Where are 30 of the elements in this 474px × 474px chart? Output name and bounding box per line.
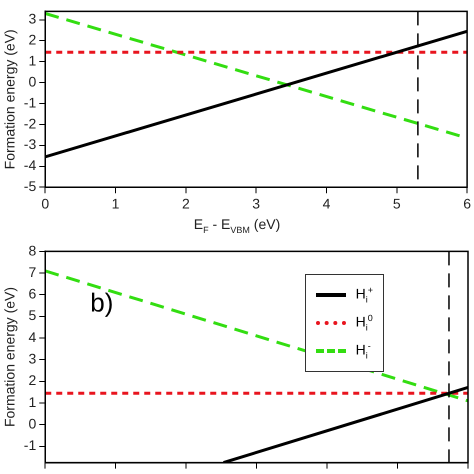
y-tick-label: -5 — [24, 178, 36, 194]
y-tick-label: 4 — [28, 328, 36, 345]
x-tick-label: 1 — [112, 195, 120, 212]
x-tick-label: 0 — [41, 195, 50, 212]
y-tick-label: 0 — [28, 416, 36, 432]
y-tick-label: -4 — [24, 157, 36, 174]
y-tick-label: -1 — [24, 94, 36, 110]
annotation: b) — [90, 287, 114, 318]
x-tick-label: 6 — [463, 195, 472, 212]
x-axis-title: E$_{F}$ - E$_{VBM}$ (eV) — [192, 216, 282, 235]
y-tick-label: 3 — [28, 350, 36, 367]
x-tick-label: 2 — [182, 195, 190, 212]
y-tick-label: 8 — [28, 242, 36, 258]
y-tick-label: 7 — [28, 264, 36, 280]
y-tick-label: 6 — [28, 286, 36, 302]
x-tick-label: 5 — [392, 195, 401, 212]
y-tick-label: -3 — [24, 136, 36, 152]
x-tick-label: 3 — [252, 195, 260, 212]
y-tick-label: 1 — [28, 52, 36, 68]
y-axis-title: Formation energy (eV) — [1, 29, 18, 170]
y-tick-label: -2 — [24, 115, 36, 132]
y-tick-label: 5 — [28, 307, 36, 324]
y-tick-label: 1 — [28, 394, 36, 410]
x-tick-label: 4 — [322, 195, 331, 212]
y-tick-label: 2 — [28, 372, 36, 388]
y-axis-title: Formation energy (eV) — [1, 286, 18, 428]
y-tick-label: 2 — [28, 32, 36, 48]
y-tick-label: 0 — [28, 73, 36, 90]
y-tick-label: 3 — [28, 10, 36, 27]
y-tick-label: -1 — [24, 437, 36, 454]
